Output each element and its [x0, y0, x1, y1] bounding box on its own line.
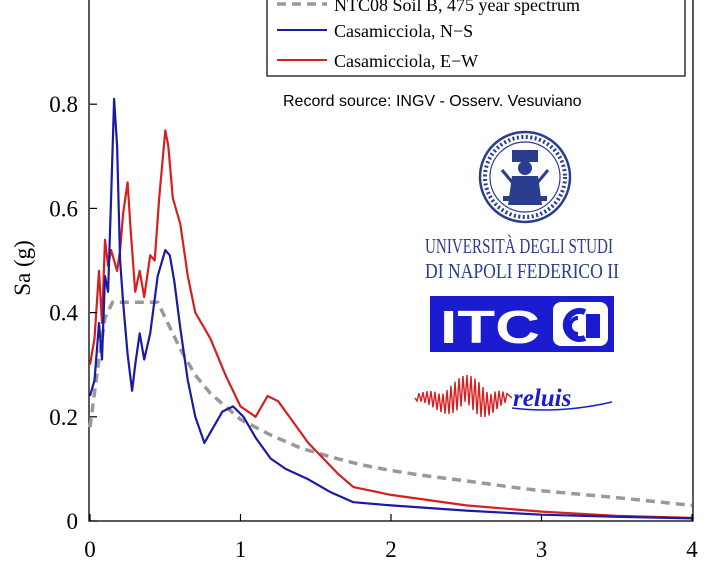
x-tick-label: 2 [385, 537, 397, 562]
legend-box [266, 0, 686, 77]
legend-label-ew: Casamicciola, E−W [334, 51, 478, 71]
series-line-0 [88, 300, 693, 508]
svg-text:reluis: reluis [513, 385, 571, 412]
y-tick-label: 0.4 [49, 301, 78, 326]
y-axis-label: Sa (g) [10, 240, 35, 296]
record-source-annotation: Record source: INGV - Osserv. Vesuviano [283, 93, 582, 110]
university-seal-logo [478, 130, 572, 224]
series-line-2 [88, 129, 693, 519]
university-name-line2: DI NAPOLI FEDERICO II [425, 259, 619, 283]
itc-cnr-logo: ITC [430, 296, 614, 353]
x-tick-label: 4 [686, 537, 698, 562]
legend-label-ns: Casamicciola, N−S [334, 21, 473, 41]
y-tick-label: 0.8 [49, 92, 78, 117]
series-line-1 [88, 97, 693, 520]
legend: NTC08 Soil B, 475 year spectrum Casamicc… [266, 0, 686, 77]
y-tick-label: 0 [67, 509, 79, 534]
svg-text:ITC: ITC [440, 301, 540, 353]
x-tick-label: 1 [235, 537, 247, 562]
tick-layer: 0 1 2 3 4 0 0.2 0.4 0.6 0.8 [49, 92, 698, 562]
reluis-logo: reluis [414, 375, 613, 418]
y-tick-label: 0.2 [49, 405, 78, 430]
y-tick-label: 0.6 [49, 196, 78, 221]
x-tick-label: 3 [536, 537, 548, 562]
series-layer [88, 97, 693, 520]
x-tick-label: 0 [84, 537, 96, 562]
university-name-line1: UNIVERSITÀ DEGLI STUDI [425, 234, 613, 258]
plot-area-frame [88, 0, 694, 522]
legend-label-ntc08: NTC08 Soil B, 475 year spectrum [334, 0, 580, 15]
